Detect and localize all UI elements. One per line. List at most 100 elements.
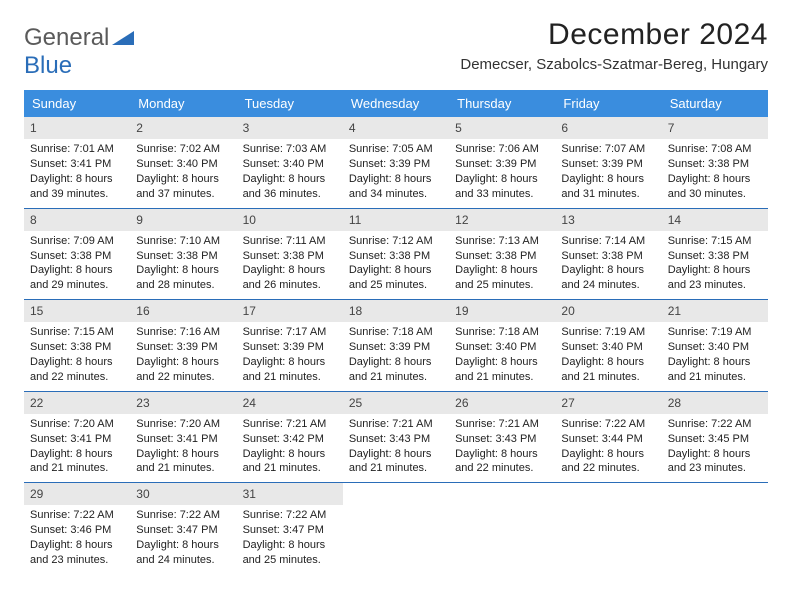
day-details: Sunrise: 7:22 AMSunset: 3:47 PMDaylight:… — [130, 505, 236, 573]
day-number: 31 — [237, 483, 343, 505]
sunset-line: Sunset: 3:47 PM — [243, 523, 337, 538]
day-details: Sunrise: 7:19 AMSunset: 3:40 PMDaylight:… — [662, 322, 768, 390]
day-cell: 13Sunrise: 7:14 AMSunset: 3:38 PMDayligh… — [555, 209, 661, 300]
daylight-line: Daylight: 8 hours and 25 minutes. — [455, 263, 549, 293]
day-cell: 23Sunrise: 7:20 AMSunset: 3:41 PMDayligh… — [130, 392, 236, 483]
daylight-line: Daylight: 8 hours and 22 minutes. — [30, 355, 124, 385]
day-number: 21 — [662, 300, 768, 322]
day-details: Sunrise: 7:18 AMSunset: 3:39 PMDaylight:… — [343, 322, 449, 390]
day-header: Tuesday — [237, 90, 343, 117]
day-details: Sunrise: 7:06 AMSunset: 3:39 PMDaylight:… — [449, 139, 555, 207]
day-cell: 16Sunrise: 7:16 AMSunset: 3:39 PMDayligh… — [130, 300, 236, 391]
day-details: Sunrise: 7:01 AMSunset: 3:41 PMDaylight:… — [24, 139, 130, 207]
day-number: 10 — [237, 209, 343, 231]
day-cell: 24Sunrise: 7:21 AMSunset: 3:42 PMDayligh… — [237, 392, 343, 483]
daylight-line: Daylight: 8 hours and 22 minutes. — [561, 447, 655, 477]
sunset-line: Sunset: 3:39 PM — [243, 340, 337, 355]
sunset-line: Sunset: 3:45 PM — [668, 432, 762, 447]
sunrise-line: Sunrise: 7:21 AM — [349, 417, 443, 432]
day-details: Sunrise: 7:15 AMSunset: 3:38 PMDaylight:… — [662, 231, 768, 299]
day-number: 16 — [130, 300, 236, 322]
sunset-line: Sunset: 3:39 PM — [561, 157, 655, 172]
daylight-line: Daylight: 8 hours and 26 minutes. — [243, 263, 337, 293]
weeks-container: 1Sunrise: 7:01 AMSunset: 3:41 PMDaylight… — [24, 117, 768, 574]
day-number: 1 — [24, 117, 130, 139]
sunset-line: Sunset: 3:42 PM — [243, 432, 337, 447]
sunrise-line: Sunrise: 7:15 AM — [668, 234, 762, 249]
day-cell: 3Sunrise: 7:03 AMSunset: 3:40 PMDaylight… — [237, 117, 343, 208]
sunrise-line: Sunrise: 7:18 AM — [349, 325, 443, 340]
daylight-line: Daylight: 8 hours and 36 minutes. — [243, 172, 337, 202]
daylight-line: Daylight: 8 hours and 34 minutes. — [349, 172, 443, 202]
day-details: Sunrise: 7:19 AMSunset: 3:40 PMDaylight:… — [555, 322, 661, 390]
day-details: Sunrise: 7:03 AMSunset: 3:40 PMDaylight:… — [237, 139, 343, 207]
sunrise-line: Sunrise: 7:21 AM — [455, 417, 549, 432]
day-details: Sunrise: 7:16 AMSunset: 3:39 PMDaylight:… — [130, 322, 236, 390]
logo-part1: General — [24, 24, 109, 51]
day-cell: 21Sunrise: 7:19 AMSunset: 3:40 PMDayligh… — [662, 300, 768, 391]
day-cell: 4Sunrise: 7:05 AMSunset: 3:39 PMDaylight… — [343, 117, 449, 208]
day-number: 9 — [130, 209, 236, 231]
daylight-line: Daylight: 8 hours and 25 minutes. — [349, 263, 443, 293]
sunrise-line: Sunrise: 7:08 AM — [668, 142, 762, 157]
day-details: Sunrise: 7:10 AMSunset: 3:38 PMDaylight:… — [130, 231, 236, 299]
daylight-line: Daylight: 8 hours and 21 minutes. — [668, 355, 762, 385]
day-cell: 27Sunrise: 7:22 AMSunset: 3:44 PMDayligh… — [555, 392, 661, 483]
day-header: Wednesday — [343, 90, 449, 117]
day-number: 28 — [662, 392, 768, 414]
sunrise-line: Sunrise: 7:05 AM — [349, 142, 443, 157]
sunrise-line: Sunrise: 7:22 AM — [561, 417, 655, 432]
day-details: Sunrise: 7:22 AMSunset: 3:44 PMDaylight:… — [555, 414, 661, 482]
daylight-line: Daylight: 8 hours and 21 minutes. — [561, 355, 655, 385]
daylight-line: Daylight: 8 hours and 29 minutes. — [30, 263, 124, 293]
day-number: 20 — [555, 300, 661, 322]
daylight-line: Daylight: 8 hours and 21 minutes. — [349, 355, 443, 385]
day-number: 30 — [130, 483, 236, 505]
day-number: 4 — [343, 117, 449, 139]
day-cell: 2Sunrise: 7:02 AMSunset: 3:40 PMDaylight… — [130, 117, 236, 208]
daylight-line: Daylight: 8 hours and 24 minutes. — [136, 538, 230, 568]
sunrise-line: Sunrise: 7:21 AM — [243, 417, 337, 432]
header: General Blue December 2024 Demecser, Sza… — [24, 18, 768, 80]
day-header: Monday — [130, 90, 236, 117]
daylight-line: Daylight: 8 hours and 30 minutes. — [668, 172, 762, 202]
logo: General Blue — [24, 18, 134, 80]
day-cell — [449, 483, 555, 574]
sunset-line: Sunset: 3:47 PM — [136, 523, 230, 538]
sunset-line: Sunset: 3:46 PM — [30, 523, 124, 538]
day-number: 5 — [449, 117, 555, 139]
daylight-line: Daylight: 8 hours and 22 minutes. — [455, 447, 549, 477]
daylight-line: Daylight: 8 hours and 21 minutes. — [349, 447, 443, 477]
day-details: Sunrise: 7:22 AMSunset: 3:45 PMDaylight:… — [662, 414, 768, 482]
day-cell: 19Sunrise: 7:18 AMSunset: 3:40 PMDayligh… — [449, 300, 555, 391]
sunset-line: Sunset: 3:38 PM — [136, 249, 230, 264]
week-row: 29Sunrise: 7:22 AMSunset: 3:46 PMDayligh… — [24, 482, 768, 574]
daylight-line: Daylight: 8 hours and 31 minutes. — [561, 172, 655, 202]
day-number: 2 — [130, 117, 236, 139]
sunset-line: Sunset: 3:40 PM — [136, 157, 230, 172]
daylight-line: Daylight: 8 hours and 23 minutes. — [668, 447, 762, 477]
sunrise-line: Sunrise: 7:12 AM — [349, 234, 443, 249]
sunset-line: Sunset: 3:38 PM — [349, 249, 443, 264]
day-details: Sunrise: 7:14 AMSunset: 3:38 PMDaylight:… — [555, 231, 661, 299]
day-details: Sunrise: 7:20 AMSunset: 3:41 PMDaylight:… — [130, 414, 236, 482]
week-row: 15Sunrise: 7:15 AMSunset: 3:38 PMDayligh… — [24, 299, 768, 391]
day-cell: 22Sunrise: 7:20 AMSunset: 3:41 PMDayligh… — [24, 392, 130, 483]
sunrise-line: Sunrise: 7:11 AM — [243, 234, 337, 249]
daylight-line: Daylight: 8 hours and 21 minutes. — [243, 447, 337, 477]
logo-triangle-icon — [112, 29, 134, 45]
daylight-line: Daylight: 8 hours and 23 minutes. — [30, 538, 124, 568]
sunset-line: Sunset: 3:38 PM — [668, 249, 762, 264]
day-number: 13 — [555, 209, 661, 231]
day-cell: 7Sunrise: 7:08 AMSunset: 3:38 PMDaylight… — [662, 117, 768, 208]
sunset-line: Sunset: 3:43 PM — [455, 432, 549, 447]
day-cell: 18Sunrise: 7:18 AMSunset: 3:39 PMDayligh… — [343, 300, 449, 391]
day-number: 18 — [343, 300, 449, 322]
sunrise-line: Sunrise: 7:19 AM — [561, 325, 655, 340]
sunrise-line: Sunrise: 7:06 AM — [455, 142, 549, 157]
day-cell: 5Sunrise: 7:06 AMSunset: 3:39 PMDaylight… — [449, 117, 555, 208]
sunrise-line: Sunrise: 7:19 AM — [668, 325, 762, 340]
sunset-line: Sunset: 3:40 PM — [668, 340, 762, 355]
daylight-line: Daylight: 8 hours and 24 minutes. — [561, 263, 655, 293]
daylight-line: Daylight: 8 hours and 39 minutes. — [30, 172, 124, 202]
